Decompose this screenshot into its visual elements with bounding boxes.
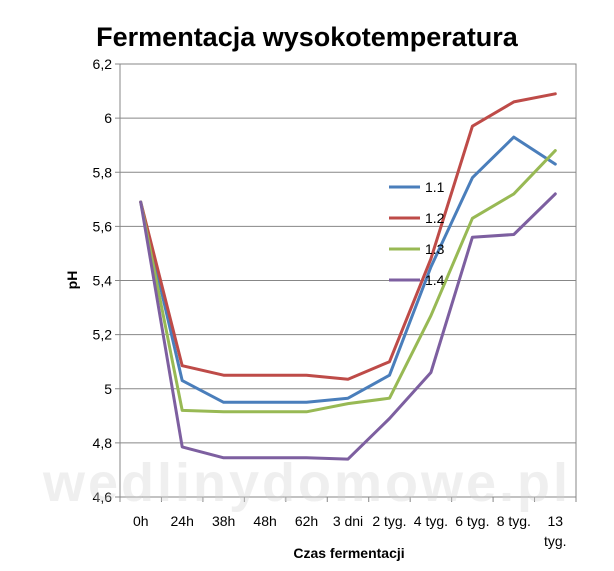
y-tick-label: 5,4 [93,273,113,289]
series-line [139,192,557,461]
y-tick-label: 5 [104,381,112,397]
x-tick-label: 0h [133,513,149,529]
y-tick-label: 4,6 [93,489,113,505]
plot-area-border [119,63,577,498]
x-tick-label: tyg. [544,533,567,549]
chart-title: Fermentacja wysokotemperatura [96,22,518,52]
series-line [139,135,557,404]
y-tick-label: 5,8 [93,164,113,180]
x-tick-label: 2 tyg. [372,513,406,529]
legend-label: 1.4 [425,272,445,288]
y-tick-label: 5,2 [93,327,113,343]
legend-label: 1.1 [425,179,445,195]
x-tick-label: 38h [212,513,235,529]
x-tick-label: 13 [547,513,563,529]
y-tick-label: 5,6 [93,218,113,234]
x-tick-label: 4 tyg. [414,513,448,529]
x-axis-title: Czas fermentacji [293,545,404,561]
y-tick-label: 4,8 [93,435,113,451]
legend-label: 1.3 [425,241,445,257]
x-tick-label: 8 tyg. [497,513,531,529]
y-axis-title: pH [64,271,80,290]
x-tick-label: 62h [295,513,318,529]
x-tick-label: 24h [171,513,194,529]
series-line [139,92,557,381]
y-tick-label: 6,2 [93,56,113,72]
legend-label: 1.2 [425,210,445,226]
series-line [139,149,557,414]
x-tick-label: 3 dni [333,513,363,529]
x-tick-label: 48h [253,513,276,529]
x-tick-label: 6 tyg. [455,513,489,529]
y-tick-label: 6 [104,110,112,126]
